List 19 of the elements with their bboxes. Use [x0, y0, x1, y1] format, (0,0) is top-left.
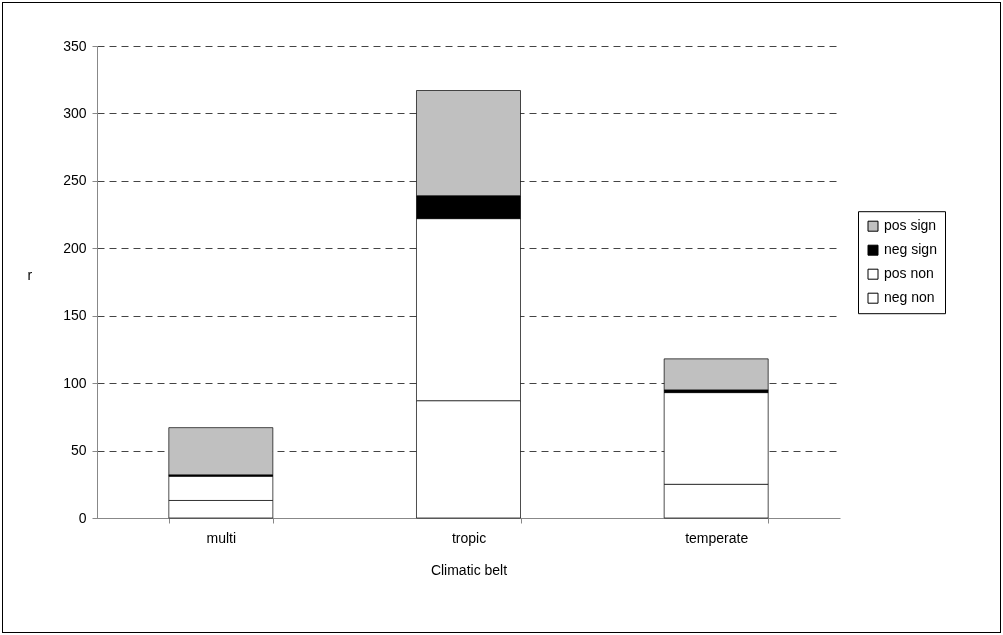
y-tick-label: 350	[63, 37, 87, 54]
y-tick-label: 150	[63, 307, 87, 324]
y-axis-title: r	[27, 266, 33, 283]
y-tick-label: 100	[63, 374, 87, 391]
x-tick-label: multi	[206, 529, 237, 546]
x-axis-title: Climatic belt	[430, 561, 508, 578]
bar	[168, 427, 274, 476]
y-tick-label: 200	[63, 239, 87, 256]
bar	[663, 358, 769, 391]
y-tick-label: 0	[78, 509, 87, 526]
legend-label: pos non	[884, 265, 934, 282]
y-tick-label: 250	[63, 172, 87, 189]
y-tick-label: 50	[70, 442, 87, 459]
legend-label: neg sign	[884, 241, 937, 258]
legend-label: pos sign	[884, 217, 937, 234]
x-tick-label: temperate	[685, 529, 749, 546]
x-tick-label: tropic	[451, 529, 487, 546]
y-tick-label: 300	[63, 104, 87, 121]
legend-label: neg non	[884, 289, 935, 306]
